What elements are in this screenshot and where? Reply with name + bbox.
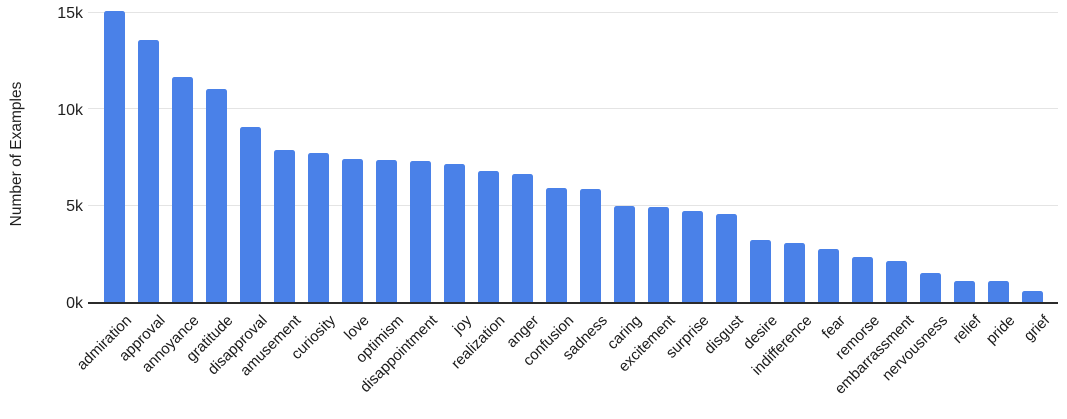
bar-amusement bbox=[274, 149, 296, 302]
bar-annoyance bbox=[172, 77, 194, 302]
bar-embarrassment bbox=[886, 260, 908, 302]
bar-fear bbox=[818, 248, 840, 302]
gridline-5k bbox=[88, 204, 1058, 206]
bar-realization bbox=[478, 170, 500, 302]
gridline-15k bbox=[88, 11, 1058, 13]
bar-pride bbox=[988, 281, 1010, 302]
y-tick-label-0k: 0k bbox=[66, 294, 83, 312]
bar-confusion bbox=[546, 188, 568, 302]
bar-surprise bbox=[682, 211, 704, 302]
x-label-text: grief bbox=[1020, 312, 1053, 345]
bar-optimism bbox=[376, 160, 398, 302]
bar-disgust bbox=[716, 214, 738, 302]
gridline-10k bbox=[88, 108, 1058, 109]
bar-caring bbox=[614, 205, 636, 302]
y-tick-label-10k: 10k bbox=[57, 101, 83, 119]
bar-approval bbox=[138, 39, 160, 302]
x-label-text: pride bbox=[983, 312, 1019, 348]
bar-relief bbox=[954, 280, 976, 302]
x-label-text: relief bbox=[949, 312, 985, 348]
bar-joy bbox=[444, 164, 466, 302]
bar-gratitude bbox=[206, 88, 228, 302]
x-label-text: joy bbox=[449, 312, 475, 338]
bar-love bbox=[342, 159, 364, 302]
bar-remorse bbox=[852, 256, 874, 302]
bar-admiration bbox=[104, 10, 126, 302]
bar-desire bbox=[750, 240, 772, 302]
bar-disappointment bbox=[410, 161, 432, 302]
bar-indifference bbox=[784, 243, 806, 302]
bar-anger bbox=[512, 173, 534, 302]
bar-excitement bbox=[648, 207, 670, 302]
plot-area bbox=[88, 0, 1058, 304]
y-tick-label-15k: 15k bbox=[57, 5, 83, 22]
bar-grief bbox=[1022, 291, 1044, 302]
y-tick-label-5k: 5k bbox=[66, 198, 83, 215]
bar-curiosity bbox=[308, 153, 330, 302]
bar-sadness bbox=[580, 189, 602, 302]
bar-nervousness bbox=[920, 273, 942, 302]
bar-disapproval bbox=[240, 127, 262, 302]
